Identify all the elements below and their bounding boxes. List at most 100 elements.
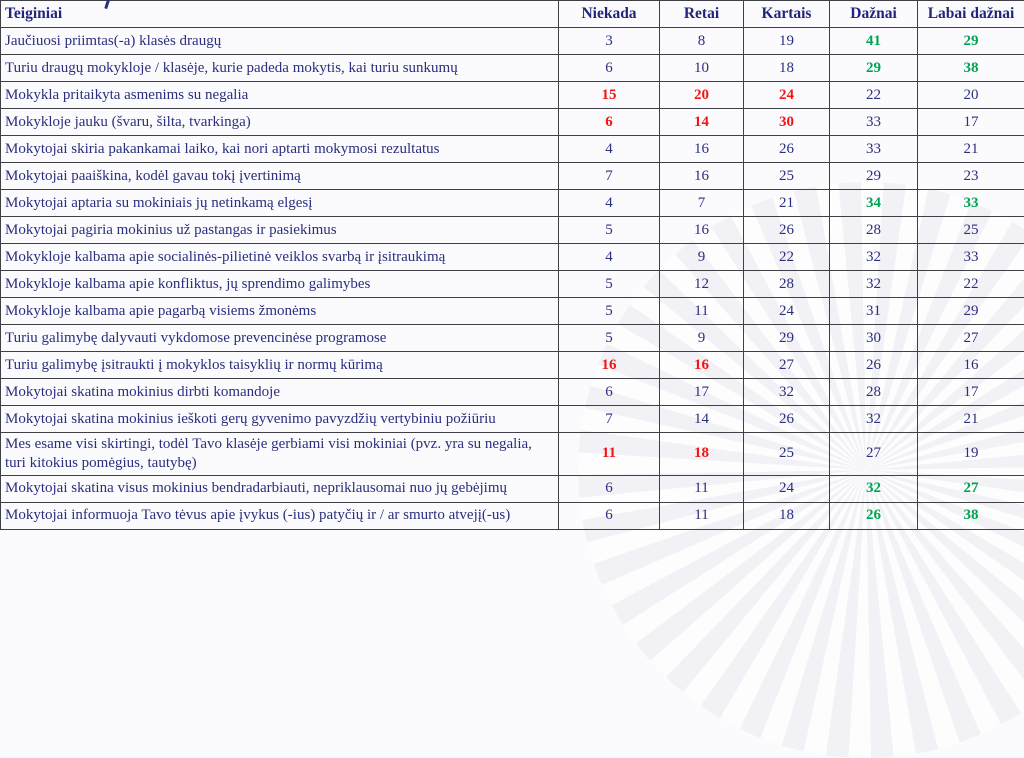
statement-cell: Turiu draugų mokykloje / klasėje, kurie …: [1, 55, 559, 82]
value-cell: 26: [744, 406, 830, 433]
table-row: Mokykloje kalbama apie socialinės-piliet…: [1, 244, 1024, 271]
value-cell: 25: [744, 163, 830, 190]
value-cell: 5: [559, 325, 660, 352]
value-cell: 33: [830, 136, 918, 163]
table-row: Turiu galimybę įsitraukti į mokyklos tai…: [1, 352, 1024, 379]
value-cell: 10: [660, 55, 744, 82]
value-cell: 18: [660, 433, 744, 476]
value-cell: 21: [918, 136, 1024, 163]
table-row: Mokytojai paaiškina, kodėl gavau tokį įv…: [1, 163, 1024, 190]
statement-cell: Mes esame visi skirtingi, todėl Tavo kla…: [1, 433, 559, 476]
value-cell: 25: [918, 217, 1024, 244]
value-cell: 29: [830, 163, 918, 190]
value-cell: 7: [660, 190, 744, 217]
value-cell: 15: [559, 82, 660, 109]
value-cell: 18: [744, 502, 830, 529]
table-row: Mokykloje kalbama apie pagarbą visiems ž…: [1, 298, 1024, 325]
value-cell: 6: [559, 502, 660, 529]
table-row: Mokytojai skiria pakankamai laiko, kai n…: [1, 136, 1024, 163]
table-row: Mokytojai aptaria su mokiniais jų netink…: [1, 190, 1024, 217]
value-cell: 21: [744, 190, 830, 217]
statement-cell: Mokytojai pagiria mokinius už pastangas …: [1, 217, 559, 244]
value-cell: 32: [830, 475, 918, 502]
value-cell: 9: [660, 244, 744, 271]
header-retai: Retai: [660, 1, 744, 28]
value-cell: 4: [559, 190, 660, 217]
value-cell: 31: [830, 298, 918, 325]
statement-cell: Mokytojai skatina mokinius dirbti komand…: [1, 379, 559, 406]
header-labai-daznai: Labai dažnai: [918, 1, 1024, 28]
value-cell: 22: [830, 82, 918, 109]
value-cell: 6: [559, 109, 660, 136]
value-cell: 17: [660, 379, 744, 406]
value-cell: 4: [559, 244, 660, 271]
value-cell: 29: [744, 325, 830, 352]
value-cell: 41: [830, 28, 918, 55]
value-cell: 32: [830, 244, 918, 271]
value-cell: 4: [559, 136, 660, 163]
value-cell: 18: [744, 55, 830, 82]
value-cell: 22: [744, 244, 830, 271]
value-cell: 29: [918, 298, 1024, 325]
statement-cell: Turiu galimybę įsitraukti į mokyklos tai…: [1, 352, 559, 379]
value-cell: 12: [660, 271, 744, 298]
header-daznai: Dažnai: [830, 1, 918, 28]
statement-cell: Mokytojai aptaria su mokiniais jų netink…: [1, 190, 559, 217]
value-cell: 38: [918, 502, 1024, 529]
value-cell: 11: [660, 502, 744, 529]
value-cell: 9: [660, 325, 744, 352]
value-cell: 28: [830, 379, 918, 406]
value-cell: 20: [918, 82, 1024, 109]
header-niekada: Niekada: [559, 1, 660, 28]
value-cell: 6: [559, 475, 660, 502]
statement-cell: Mokytojai skatina visus mokinius bendrad…: [1, 475, 559, 502]
value-cell: 24: [744, 475, 830, 502]
value-cell: 33: [830, 109, 918, 136]
value-cell: 27: [918, 325, 1024, 352]
statement-cell: Mokytojai paaiškina, kodėl gavau tokį įv…: [1, 163, 559, 190]
header-kartais: Kartais: [744, 1, 830, 28]
value-cell: 27: [830, 433, 918, 476]
value-cell: 34: [830, 190, 918, 217]
value-cell: 19: [744, 28, 830, 55]
value-cell: 29: [918, 28, 1024, 55]
table-row: Mokytojai skatina mokinius dirbti komand…: [1, 379, 1024, 406]
statement-cell: Mokykloje jauku (švaru, šilta, tvarkinga…: [1, 109, 559, 136]
value-cell: 16: [660, 163, 744, 190]
value-cell: 24: [744, 298, 830, 325]
header-statements: Teiginiai: [1, 1, 559, 28]
value-cell: 30: [744, 109, 830, 136]
value-cell: 20: [660, 82, 744, 109]
value-cell: 26: [830, 502, 918, 529]
value-cell: 27: [744, 352, 830, 379]
value-cell: 3: [559, 28, 660, 55]
value-cell: 26: [744, 217, 830, 244]
value-cell: 11: [660, 298, 744, 325]
value-cell: 25: [744, 433, 830, 476]
value-cell: 22: [918, 271, 1024, 298]
value-cell: 17: [918, 379, 1024, 406]
statement-cell: Mokytojai skatina mokinius ieškoti gerų …: [1, 406, 559, 433]
value-cell: 27: [918, 475, 1024, 502]
statement-cell: Mokytojai informuoja Tavo tėvus apie įvy…: [1, 502, 559, 529]
table-header: Teiginiai Niekada Retai Kartais Dažnai L…: [1, 1, 1024, 28]
value-cell: 16: [559, 352, 660, 379]
statement-cell: Mokykla pritaikyta asmenims su negalia: [1, 82, 559, 109]
table-row: Mokytojai skatina mokinius ieškoti gerų …: [1, 406, 1024, 433]
value-cell: 8: [660, 28, 744, 55]
statement-cell: Mokytojai skiria pakankamai laiko, kai n…: [1, 136, 559, 163]
table-row: Mokytojai pagiria mokinius už pastangas …: [1, 217, 1024, 244]
table-row: Mokykloje kalbama apie konfliktus, jų sp…: [1, 271, 1024, 298]
value-cell: 19: [918, 433, 1024, 476]
value-cell: 5: [559, 217, 660, 244]
value-cell: 33: [918, 244, 1024, 271]
value-cell: 14: [660, 406, 744, 433]
statement-cell: Turiu galimybę dalyvauti vykdomose preve…: [1, 325, 559, 352]
header-row: Teiginiai Niekada Retai Kartais Dažnai L…: [1, 1, 1024, 28]
table-row: Mokykloje jauku (švaru, šilta, tvarkinga…: [1, 109, 1024, 136]
table-row: Turiu draugų mokykloje / klasėje, kurie …: [1, 55, 1024, 82]
statement-cell: Mokykloje kalbama apie konfliktus, jų sp…: [1, 271, 559, 298]
statement-cell: Mokykloje kalbama apie socialinės-piliet…: [1, 244, 559, 271]
